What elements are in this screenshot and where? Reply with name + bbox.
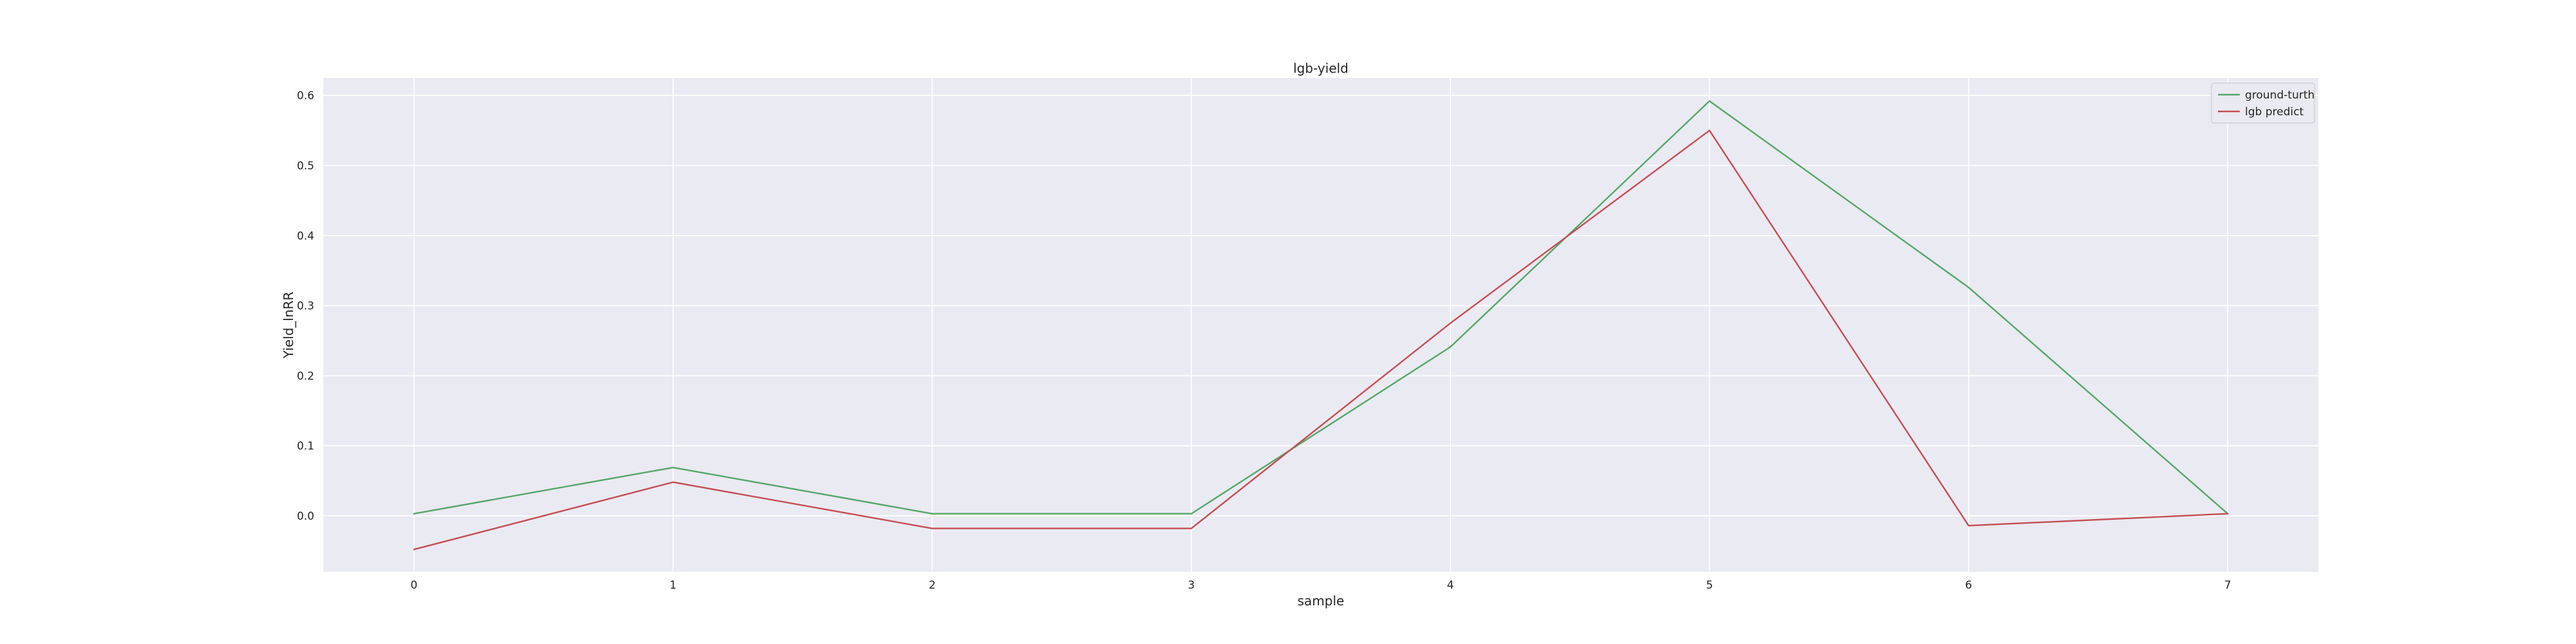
y-tick-label: 0.3 xyxy=(297,300,314,313)
y-tick-label: 0.1 xyxy=(297,440,314,453)
x-tick-label: 3 xyxy=(1188,579,1195,592)
grid-lines xyxy=(323,78,2318,572)
legend-box xyxy=(2211,82,2315,124)
x-tick-label: 5 xyxy=(1706,579,1713,592)
series-line-ground-truth xyxy=(413,100,2229,515)
x-tick-label: 2 xyxy=(929,579,936,592)
x-tick-label: 6 xyxy=(1965,579,1972,592)
legend-label: lgb predict xyxy=(2245,106,2304,118)
plot-area xyxy=(323,78,2318,572)
x-tick-label: 7 xyxy=(2224,579,2231,592)
legend: ground-turth lgb predict xyxy=(2211,82,2315,124)
y-tick-label: 0.2 xyxy=(297,370,314,383)
y-tick-label: 0.6 xyxy=(297,90,314,102)
x-tick-label: 0 xyxy=(410,579,417,592)
chart-title: lgb-yield xyxy=(1293,61,1349,76)
series-lines xyxy=(413,100,2229,551)
tick-labels: 0 1 2 3 4 5 6 7 0.0 0.1 0.2 0.3 0.4 0.5 0.6 xyxy=(297,90,2231,592)
x-tick-label: 1 xyxy=(670,579,677,592)
series-line-lgb-predict xyxy=(413,129,2229,551)
x-axis-label: sample xyxy=(1298,593,1345,609)
y-tick-label: 0.5 xyxy=(297,160,314,173)
x-tick-label: 4 xyxy=(1447,579,1454,592)
y-tick-label: 0.4 xyxy=(297,230,314,243)
y-tick-label: 0.0 xyxy=(297,510,314,523)
legend-label: ground-turth xyxy=(2245,89,2315,102)
y-axis-label: Yield_lnRR xyxy=(281,292,296,359)
